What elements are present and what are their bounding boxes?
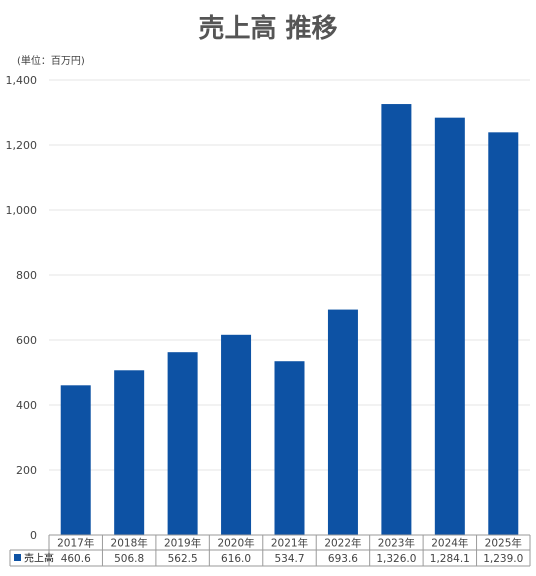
bar bbox=[381, 104, 412, 536]
data-label: 1,239.0 bbox=[483, 553, 523, 565]
data-label: 1,284.1 bbox=[430, 553, 470, 565]
y-tick-label: 0 bbox=[30, 529, 37, 542]
legend-swatch bbox=[14, 554, 21, 561]
bar bbox=[167, 352, 198, 535]
bars bbox=[60, 104, 519, 536]
data-label: 562.5 bbox=[168, 553, 198, 565]
data-label: 693.6 bbox=[328, 553, 358, 565]
chart-title: 売上高 推移 bbox=[198, 13, 337, 44]
x-tick-label: 2025年 bbox=[485, 537, 522, 550]
bar bbox=[488, 132, 519, 535]
y-tick-label: 200 bbox=[16, 464, 37, 477]
bar bbox=[327, 309, 358, 535]
x-tick-label: 2022年 bbox=[324, 537, 361, 550]
x-tick-label: 2021年 bbox=[271, 537, 308, 550]
data-label: 616.0 bbox=[221, 553, 251, 565]
y-tick-label: 1,400 bbox=[6, 74, 38, 87]
data-label: 534.7 bbox=[274, 553, 304, 565]
y-tick-label: 800 bbox=[16, 269, 37, 282]
x-tick-label: 2023年 bbox=[378, 537, 415, 550]
bar bbox=[274, 361, 305, 535]
y-tick-label: 1,200 bbox=[6, 139, 38, 152]
bar bbox=[60, 385, 91, 535]
x-tick-label: 2017年 bbox=[57, 537, 94, 550]
x-tick-label: 2020年 bbox=[217, 537, 254, 550]
bar bbox=[114, 370, 145, 535]
y-tick-label: 600 bbox=[16, 334, 37, 347]
y-tick-label: 400 bbox=[16, 399, 37, 412]
data-label: 506.8 bbox=[114, 553, 144, 565]
data-label: 1,326.0 bbox=[376, 553, 416, 565]
y-tick-label: 1,000 bbox=[6, 204, 38, 217]
bar bbox=[434, 117, 465, 535]
y-axis-ticks: 0 200 400 600 800 1,000 1,200 1,400 bbox=[6, 74, 38, 542]
bar bbox=[221, 334, 252, 535]
data-label: 460.6 bbox=[61, 553, 91, 565]
x-tick-label: 2019年 bbox=[164, 537, 201, 550]
data-table: 2017年 460.6 2018年 506.8 2019年 562.5 2020年 616.0… bbox=[9, 534, 531, 567]
x-tick-label: 2018年 bbox=[111, 537, 148, 550]
unit-label: (単位：百万円) bbox=[17, 54, 85, 67]
legend-label: 売上高 bbox=[24, 552, 54, 565]
x-tick-label: 2024年 bbox=[431, 537, 468, 550]
